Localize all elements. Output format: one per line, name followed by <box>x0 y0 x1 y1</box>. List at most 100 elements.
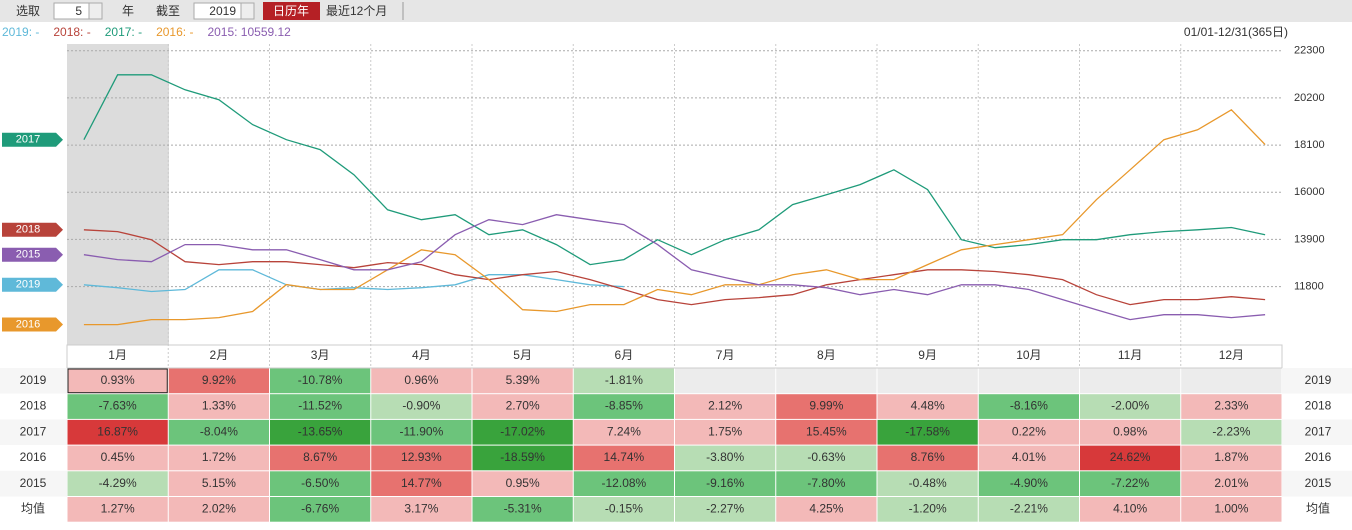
cell-value: 0.95% <box>506 476 540 490</box>
legend-entry: 2019: - <box>2 25 39 39</box>
y-tick-label: 18100 <box>1294 139 1325 151</box>
table-cell <box>168 497 269 522</box>
button-label: 日历年 <box>273 4 309 18</box>
x-tick-label: 11月 <box>1118 348 1142 362</box>
calendar-year-button[interactable] <box>263 2 320 20</box>
table-cell <box>776 368 877 394</box>
table-cell <box>877 445 978 471</box>
table-cell <box>1080 471 1181 496</box>
row-label: 2017 <box>1305 424 1332 438</box>
table-cell <box>1080 394 1181 419</box>
table-cell <box>67 471 168 496</box>
table-cell <box>776 394 877 419</box>
button-label[interactable]: 最近12个月 <box>326 4 387 18</box>
table-cell <box>168 419 269 445</box>
y-tick-label: 11800 <box>1294 281 1324 293</box>
cell-value: -7.80% <box>807 476 845 490</box>
selected-month-shade <box>67 44 169 345</box>
table-cell <box>67 368 168 394</box>
cell-value: -1.20% <box>909 502 947 516</box>
table-cell <box>776 497 877 522</box>
series-line <box>83 269 624 293</box>
row-label: 2016 <box>20 450 47 464</box>
x-tick-label: 1月 <box>108 348 127 362</box>
x-tick-label: 9月 <box>918 348 937 362</box>
x-tick-label: 7月 <box>716 348 735 362</box>
range-label: 01/01-12/31(365日) <box>1184 25 1288 39</box>
series-tag <box>2 132 63 147</box>
cell-value: -11.90% <box>399 424 443 438</box>
cell-value: 16.87% <box>97 424 138 438</box>
cell-value: -4.90% <box>1010 476 1048 490</box>
series-tag <box>2 247 63 262</box>
table-cell <box>371 497 472 522</box>
table-cell <box>371 419 472 445</box>
series-line <box>83 74 1266 266</box>
row-label: 2018 <box>1305 399 1332 413</box>
table-cell <box>270 394 371 419</box>
table-cell <box>573 497 674 522</box>
table-cell <box>1080 497 1181 522</box>
cell-value: 3.17% <box>404 502 438 516</box>
spinner[interactable] <box>88 2 103 20</box>
table-cell <box>270 445 371 471</box>
series-tag-label: 2017 <box>16 134 40 146</box>
cell-value: -8.04% <box>200 424 238 438</box>
cell-value: -13.65% <box>298 424 343 438</box>
legend-entry: 2016: - <box>156 25 193 39</box>
toolbar <box>0 0 1352 22</box>
cell-value: 5.15% <box>202 476 236 490</box>
table-cell <box>270 368 371 394</box>
row-label: 2018 <box>20 399 47 413</box>
year-unit: 年 <box>122 4 134 18</box>
table-cell <box>168 471 269 496</box>
row-label: 2015 <box>1305 476 1332 490</box>
cell-value: -6.76% <box>301 502 339 516</box>
cell-value: 0.22% <box>1012 424 1046 438</box>
table-cell <box>270 471 371 496</box>
cell-value: 8.76% <box>911 450 945 464</box>
x-tick-label: 8月 <box>817 348 836 362</box>
table-cell <box>67 445 168 471</box>
table-cell <box>472 368 573 394</box>
table-cell <box>1181 471 1282 496</box>
cell-value: 15.45% <box>806 424 847 438</box>
table-cell <box>472 445 573 471</box>
cell-value: -2.27% <box>706 502 744 516</box>
table-cell <box>877 368 978 394</box>
table-cell <box>472 419 573 445</box>
cell-value: 0.98% <box>1113 424 1147 438</box>
table-cell <box>270 419 371 445</box>
table-cell <box>877 497 978 522</box>
table-cell <box>978 471 1079 496</box>
cell-value: 2.02% <box>202 502 236 516</box>
row-label-cell <box>0 368 67 394</box>
row-label-cell <box>1282 393 1352 420</box>
cell-value: -5.31% <box>504 502 542 516</box>
table-cell <box>675 394 776 419</box>
row-label-cell <box>1282 445 1352 471</box>
cell-value: -0.90% <box>402 399 440 413</box>
cell-value: 0.93% <box>101 373 135 387</box>
cell-value: 4.10% <box>1113 502 1147 516</box>
y-tick-label: 22300 <box>1294 45 1325 57</box>
table-cell <box>978 419 1079 445</box>
cell-value: 7.24% <box>607 424 641 438</box>
spinner[interactable] <box>240 2 255 20</box>
cell-value: 1.00% <box>1214 502 1248 516</box>
cell-value: 12.93% <box>401 450 442 464</box>
row-label: 2019 <box>20 373 47 387</box>
cell-value: -11.52% <box>298 399 342 413</box>
series-tag <box>2 277 63 292</box>
table-cell <box>168 445 269 471</box>
cell-value: 2.70% <box>506 399 540 413</box>
row-label-cell <box>0 470 67 497</box>
cell-value: 1.75% <box>708 424 742 438</box>
cell-value: 0.96% <box>404 373 438 387</box>
cell-value: 14.77% <box>401 476 442 490</box>
table-cell <box>675 471 776 496</box>
cell-value: -7.63% <box>99 399 137 413</box>
cell-value: 2.33% <box>1214 399 1248 413</box>
table-cell <box>67 497 168 522</box>
cell-value: -0.48% <box>909 476 947 490</box>
